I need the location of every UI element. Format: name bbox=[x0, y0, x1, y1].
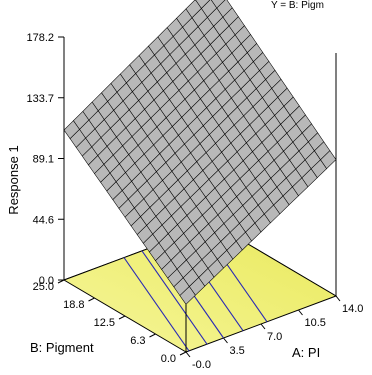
x-tick-label: 7.0 bbox=[267, 331, 282, 343]
x-tick-mark bbox=[298, 309, 303, 316]
y-tick-label: 12.5 bbox=[94, 317, 115, 329]
z-tick-label: 0.0 bbox=[39, 275, 54, 287]
y-tick-label: 6.3 bbox=[130, 335, 145, 347]
y-tick-mark bbox=[179, 351, 187, 356]
x-axis-title: A: PI bbox=[292, 345, 320, 360]
z-tick-label: 178.2 bbox=[26, 32, 54, 44]
y-tick-label: 0.0 bbox=[161, 353, 176, 365]
y-axis-title: B: Pigment bbox=[30, 340, 94, 355]
floor-contour-line bbox=[123, 257, 190, 352]
x-tick-label: 14.0 bbox=[342, 303, 363, 315]
x-tick-mark bbox=[335, 295, 341, 302]
x-tick-label: -0.0 bbox=[192, 359, 211, 371]
z-tick-label: 44.6 bbox=[33, 214, 54, 226]
x-tick-mark bbox=[185, 351, 191, 358]
floor-contour-line bbox=[141, 250, 208, 345]
axis-ticks: 0.0 44.6 89.1 133.7 178.2 -0.0 3.5 7.0 10.5 14.0 0… bbox=[26, 32, 363, 371]
x-tick-mark bbox=[260, 323, 266, 330]
y-tick-mark bbox=[57, 279, 65, 284]
z-axis-title: Response 1 bbox=[6, 145, 21, 214]
y-tick-mark bbox=[88, 297, 95, 302]
response-surface-mesh bbox=[63, 0, 337, 305]
y-tick-label: 25.0 bbox=[33, 281, 54, 293]
x-tick-mark bbox=[223, 337, 228, 344]
x-tick-label: 3.5 bbox=[230, 345, 245, 357]
y-tick-label: 18.8 bbox=[63, 299, 84, 311]
y-tick-mark bbox=[118, 315, 126, 320]
surface-cell bbox=[179, 286, 196, 305]
y-tick-mark bbox=[149, 333, 156, 338]
x-tick-label: 10.5 bbox=[305, 317, 326, 329]
corner-label: Y = B: Pigm bbox=[271, 0, 324, 11]
z-tick-label: 89.1 bbox=[33, 154, 54, 166]
z-tick-label: 133.7 bbox=[26, 93, 54, 105]
